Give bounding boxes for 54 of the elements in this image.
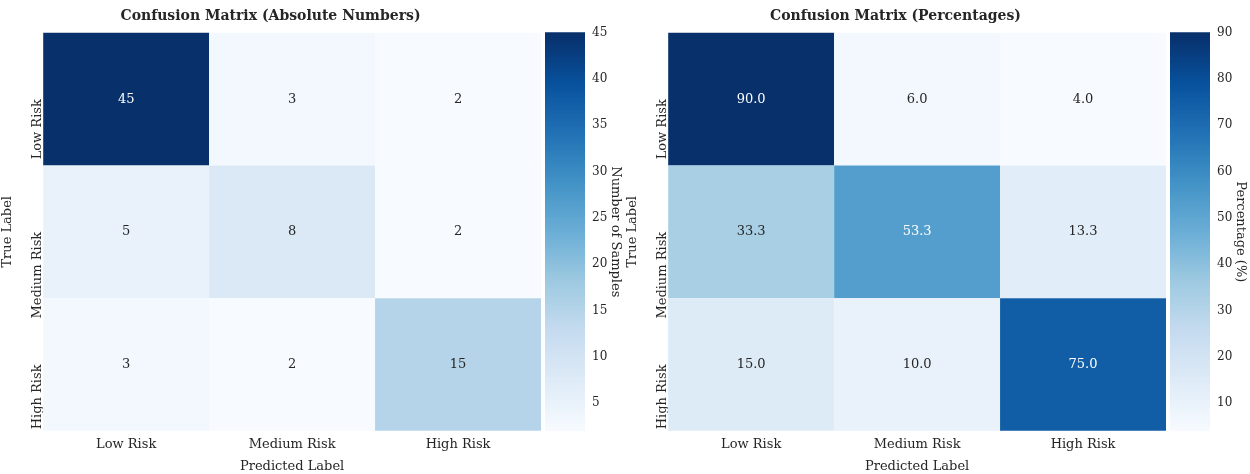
color-bar-label: 60: [1217, 163, 1233, 178]
chart-title: Confusion Matrix (Percentages): [770, 7, 1021, 24]
data-label: 15.0: [736, 355, 766, 371]
data-label: 8: [287, 223, 297, 239]
color-bar-label: 35: [592, 117, 608, 132]
color-bar-label: 30: [1217, 302, 1233, 317]
data-label: 45: [117, 90, 135, 106]
data-label: 13.3: [1068, 223, 1098, 239]
color-bar-label: 20: [1217, 348, 1233, 363]
y-axis-title: True Label: [0, 195, 15, 268]
color-bar-label: 70: [1217, 117, 1233, 132]
color-bar-label: 20: [592, 256, 608, 271]
chart-title: Confusion Matrix (Absolute Numbers): [120, 7, 421, 24]
color-bar-label: 10: [1217, 395, 1233, 410]
color-bar-title: Number of Samples: [608, 166, 624, 298]
y-tick-label: Medium Risk: [653, 231, 669, 319]
color-bar-label: 45: [592, 24, 608, 39]
color-bar-label: 40: [1217, 256, 1233, 271]
data-label: 2: [453, 223, 463, 239]
y-axis-title: True Label: [624, 195, 640, 268]
color-bar-label: 90: [1217, 24, 1233, 39]
x-tick-label: Low Risk: [721, 435, 782, 451]
color-bar-label: 80: [1217, 71, 1233, 86]
x-axis-title: Predicted Label: [864, 457, 970, 473]
data-label: 3: [122, 355, 131, 371]
x-tick-label: High Risk: [1050, 435, 1116, 451]
color-bar-label: 40: [592, 71, 608, 86]
data-label: 3: [287, 90, 297, 106]
y-tick-label: Medium Risk: [28, 231, 44, 319]
color-bar-label: 15: [592, 302, 608, 317]
color-bar-label: 10: [592, 348, 608, 363]
color-bar-label: 5: [592, 395, 600, 410]
x-axis-title: Predicted Label: [239, 457, 345, 473]
data-label: 4.0: [1072, 90, 1094, 106]
data-label: 2: [453, 90, 463, 106]
data-label: 75.0: [1068, 355, 1098, 371]
data-label: 6.0: [906, 90, 928, 106]
color-bar-label: 50: [1217, 210, 1233, 225]
data-label: 15: [449, 355, 467, 371]
x-tick-label: Medium Risk: [248, 435, 336, 451]
color-bar-title: Percentage (%): [1233, 181, 1249, 283]
data-label: 90.0: [736, 90, 766, 106]
data-label: 33.3: [736, 223, 766, 239]
data-label: 2: [287, 355, 297, 371]
x-tick-label: Medium Risk: [873, 435, 961, 451]
data-label: 5: [122, 223, 131, 239]
x-tick-label: Low Risk: [96, 435, 157, 451]
x-tick-label: High Risk: [425, 435, 491, 451]
color-bar-label: 30: [592, 163, 608, 178]
color-bar-label: 25: [592, 210, 608, 225]
data-label: 53.3: [902, 223, 932, 239]
y-tick-label: Low Risk: [653, 99, 669, 160]
y-tick-label: Low Risk: [28, 99, 44, 160]
data-label: 10.0: [902, 355, 932, 371]
